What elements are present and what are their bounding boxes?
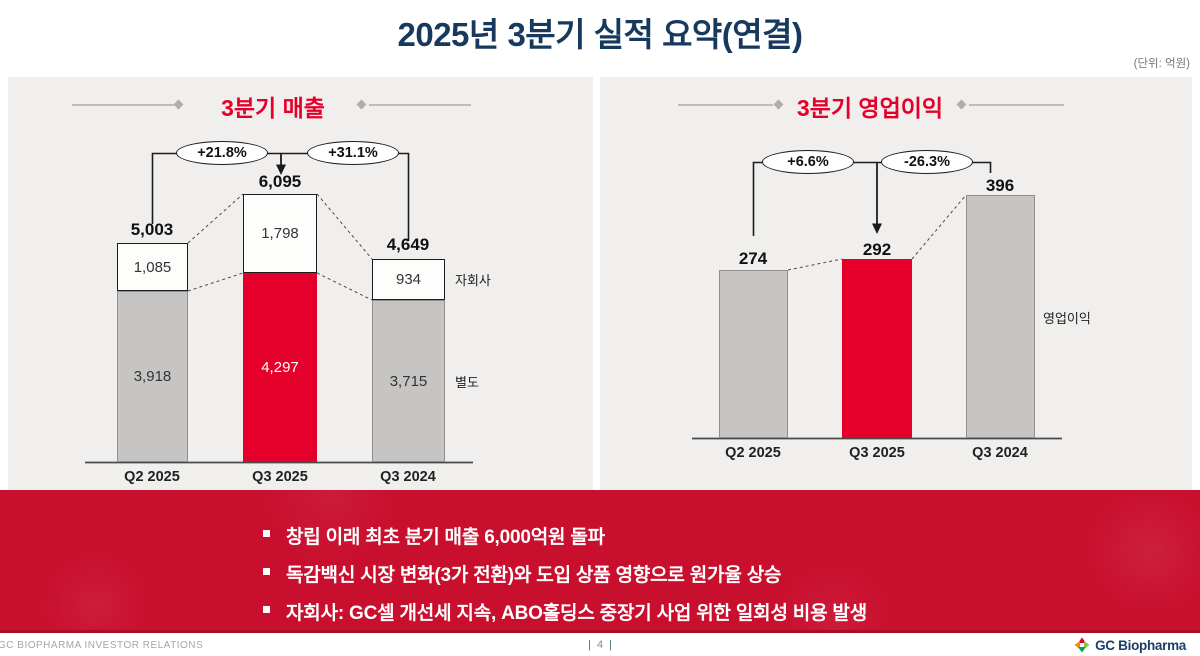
legend-standalone: 별도 (455, 375, 479, 390)
deco-line (969, 104, 1064, 106)
profit-bar-q3-2024 (966, 195, 1035, 438)
profit-value-q3-2025: 292 (862, 240, 892, 259)
revenue-growth-yoy: +31.1% (307, 141, 399, 165)
profit-value-q3-2024: 396 (985, 176, 1015, 195)
summary-bullets: 창립 이래 최초 분기 매출 6,000억원 돌파 독감백신 시장 변화(3가 … (263, 522, 867, 625)
page-pipe: | (609, 639, 612, 651)
dashed-connector (187, 272, 244, 292)
revenue-bar-q3-2025-standalone: 4,297 (243, 273, 317, 462)
bullet-square-icon (263, 606, 270, 613)
bullet-text: 자회사: GC셀 개선세 지속, ABO홀딩스 중장기 사업 위한 일회성 비용… (286, 603, 867, 624)
bullet-square-icon (263, 568, 270, 575)
footer-ir-label: GC BIOPHARMA INVESTOR RELATIONS (0, 640, 204, 651)
summary-banner (0, 490, 1200, 630)
list-item: 자회사: GC셀 개선세 지속, ABO홀딩스 중장기 사업 위한 일회성 비용… (263, 598, 867, 625)
legend-operating-profit: 영업이익 (1043, 311, 1091, 326)
profit-growth-qoq: +6.6% (762, 150, 854, 174)
profit-cat-q2-2025: Q2 2025 (725, 445, 781, 461)
profit-value-q2-2025: 274 (738, 249, 768, 268)
bullet-square-icon (263, 530, 270, 537)
page-title: 2025년 3분기 실적 요약(연결) (397, 16, 804, 53)
legend-subsidiary: 자회사 (455, 273, 491, 288)
revenue-total-q2-2025: 5,003 (130, 220, 174, 239)
revenue-cat-q2-2025: Q2 2025 (124, 469, 180, 485)
deco-line (72, 104, 174, 106)
profit-cat-q3-2025: Q3 2025 (849, 445, 905, 461)
gc-cross-icon (1074, 637, 1090, 653)
down-arrow-icon (872, 223, 882, 234)
revenue-bar-q3-2024-subsidiary: 934 (372, 259, 445, 300)
brand-name: GC Biopharma (1095, 637, 1186, 653)
diamond-icon (173, 99, 184, 110)
deco-line (678, 104, 773, 106)
dashed-connector (316, 272, 373, 301)
profit-panel: 3분기 영업이익 +6.6% -26.3% 274 292 396 영업이익 Q… (600, 77, 1192, 490)
revenue-bar-q2-2025-standalone: 3,918 (117, 291, 188, 462)
deco-line (369, 104, 471, 106)
revenue-bar-q3-2024-standalone: 3,715 (372, 300, 445, 462)
profit-cat-q3-2024: Q3 2024 (972, 445, 1028, 461)
unit-label: (단위: 억원) (1133, 58, 1190, 70)
revenue-bar-q3-2025-subsidiary: 1,798 (243, 194, 317, 273)
list-item: 독감백신 시장 변화(3가 전환)와 도입 상품 영향으로 원가율 상승 (263, 560, 867, 587)
bullet-text: 창립 이래 최초 분기 매출 6,000억원 돌파 (286, 527, 605, 548)
page-pipe: | (588, 639, 591, 651)
revenue-total-q3-2024: 4,649 (386, 235, 430, 254)
page-number: | 4 | (0, 639, 1200, 651)
diamond-icon (356, 99, 367, 110)
revenue-bar-q2-2025-subsidiary: 1,085 (117, 243, 188, 291)
list-item: 창립 이래 최초 분기 매출 6,000억원 돌파 (263, 522, 867, 549)
footer: GC BIOPHARMA INVESTOR RELATIONS | 4 | GC B… (0, 630, 1200, 656)
profit-growth-yoy: -26.3% (881, 150, 973, 174)
brand-logo: GC Biopharma (1074, 637, 1186, 653)
bullet-text: 독감백신 시장 변화(3가 전환)와 도입 상품 영향으로 원가율 상승 (286, 565, 782, 586)
revenue-panel: 3분기 매출 +21.8% +31.1% 5,003 6,095 4,649 1… (8, 77, 593, 490)
revenue-total-q3-2025: 6,095 (258, 172, 302, 191)
profit-bar-q2-2025 (719, 270, 788, 438)
bracket-line (752, 161, 992, 236)
page-number-value: 4 (596, 639, 604, 651)
revenue-growth-qoq: +21.8% (176, 141, 268, 165)
revenue-chart-title: 3분기 매출 (221, 95, 325, 121)
profit-chart-title: 3분기 영업이익 (796, 95, 944, 121)
revenue-cat-q3-2025: Q3 2025 (252, 469, 308, 485)
profit-bar-q3-2025 (842, 259, 912, 438)
revenue-cat-q3-2024: Q3 2024 (380, 469, 436, 485)
